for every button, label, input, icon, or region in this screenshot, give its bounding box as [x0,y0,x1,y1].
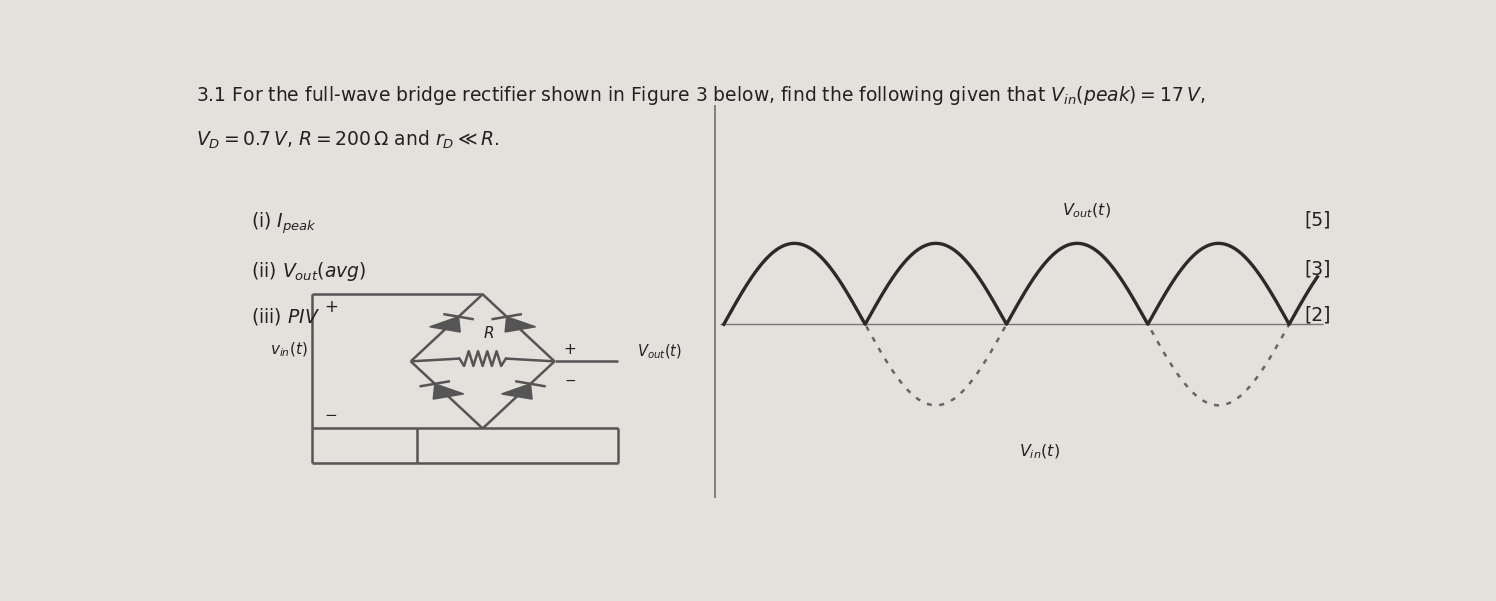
Polygon shape [501,384,533,399]
Text: $-$: $-$ [564,373,576,387]
Text: [3]: [3] [1305,260,1331,278]
Text: +: + [564,342,576,357]
Text: +: + [323,298,338,316]
Text: (i) $I_{peak}$: (i) $I_{peak}$ [251,211,317,236]
Text: [2]: [2] [1305,306,1331,325]
Text: 3.1 For the full-wave bridge rectifier shown in Figure 3 below, find the followi: 3.1 For the full-wave bridge rectifier s… [196,84,1206,107]
Text: $v_{in}(t)$: $v_{in}(t)$ [269,341,308,359]
Text: $V_{out}(t)$: $V_{out}(t)$ [637,343,682,361]
Text: R: R [483,326,494,341]
Text: (ii) $V_{out}(avg)$: (ii) $V_{out}(avg)$ [251,260,367,282]
Text: $V_{in}(t)$: $V_{in}(t)$ [1019,442,1059,461]
Text: (iii) $PIV$: (iii) $PIV$ [251,306,320,327]
Text: $V_D = 0.7\,V$, $R = 200\,\Omega$ and $r_D \ll R$.: $V_D = 0.7\,V$, $R = 200\,\Omega$ and $r… [196,129,500,151]
Text: [5]: [5] [1305,211,1331,230]
Text: $-$: $-$ [323,406,337,421]
Text: $V_{out}(t)$: $V_{out}(t)$ [1062,202,1112,220]
Polygon shape [429,317,461,332]
Polygon shape [434,384,464,399]
Polygon shape [506,317,536,332]
